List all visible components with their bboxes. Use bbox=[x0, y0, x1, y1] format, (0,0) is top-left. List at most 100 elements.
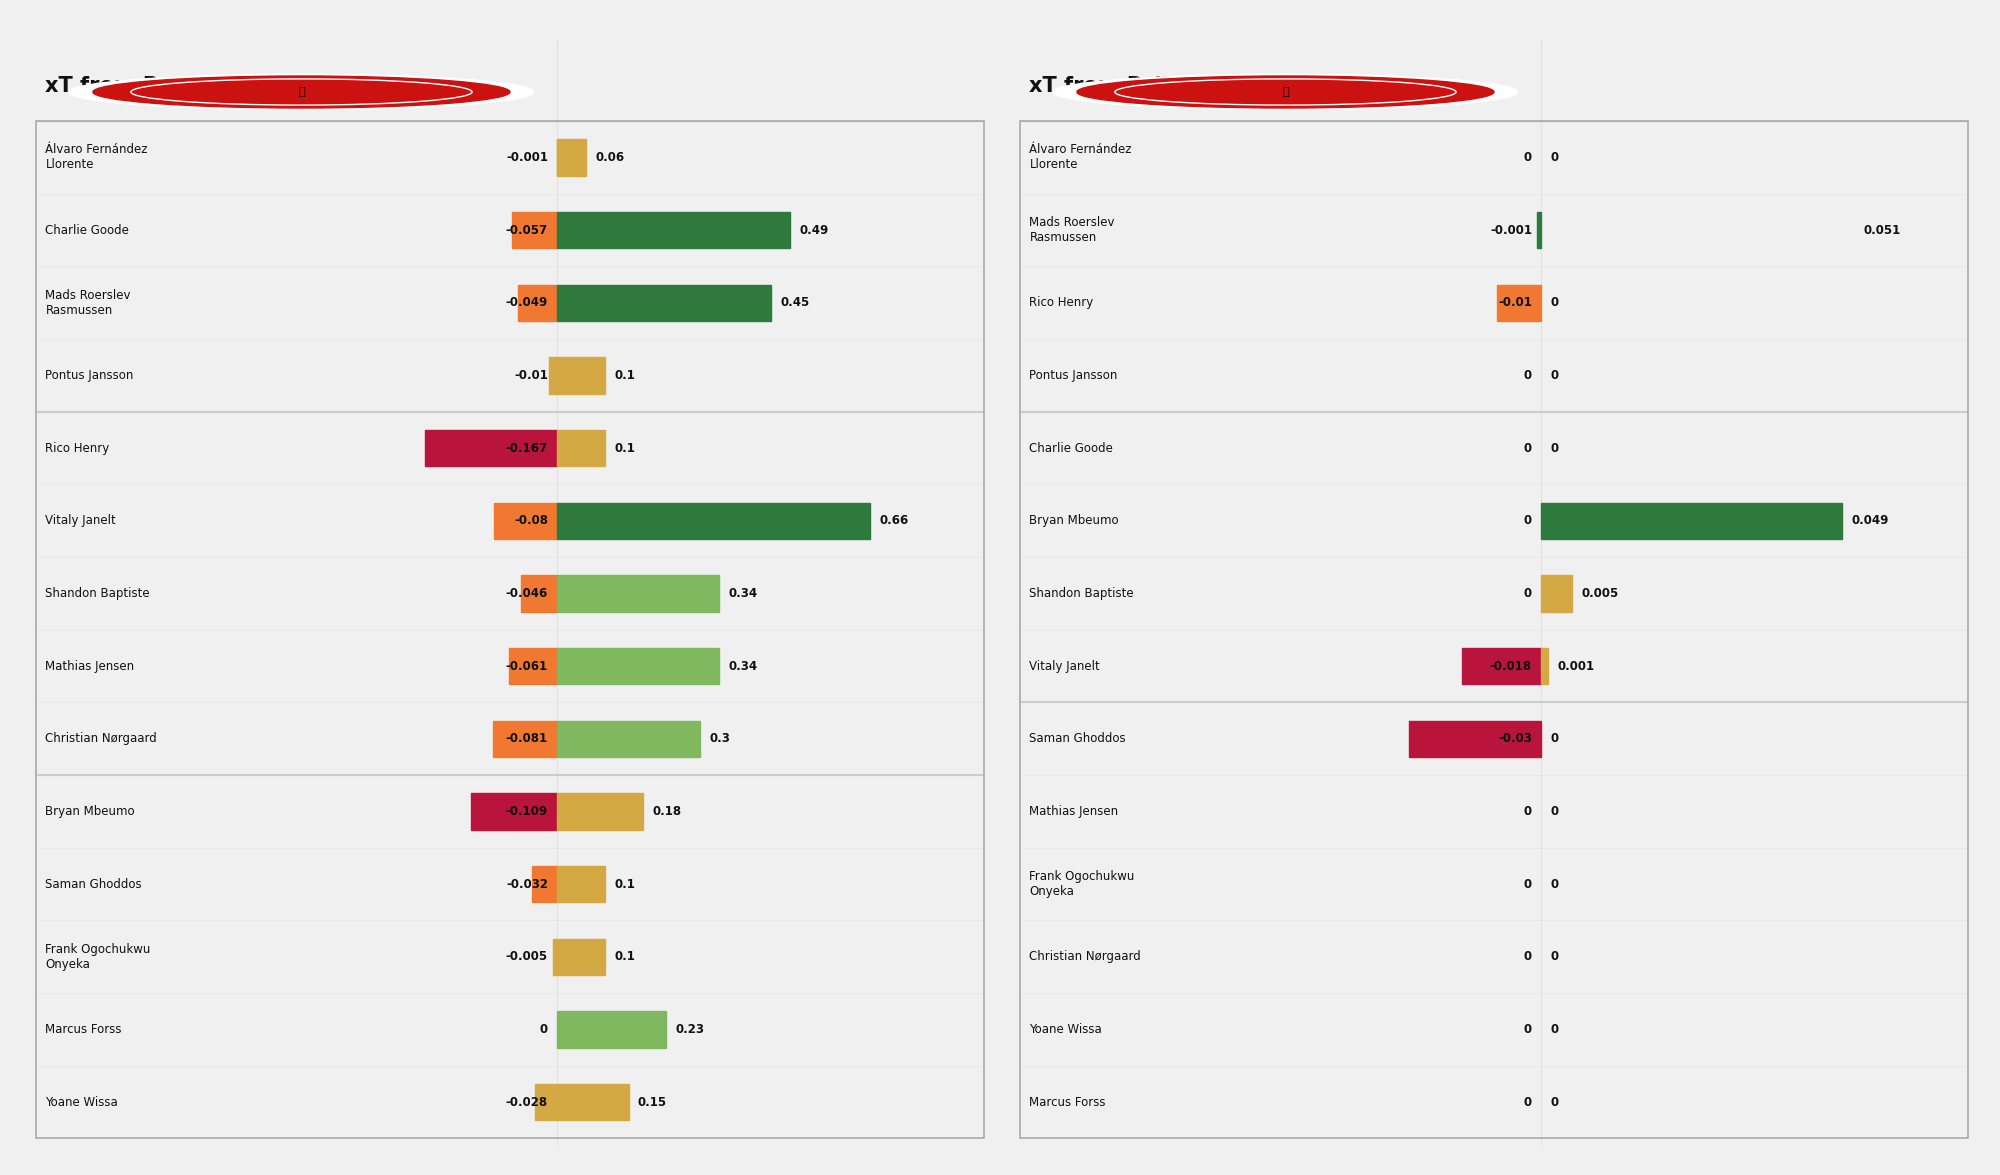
Text: 0: 0 bbox=[1550, 369, 1560, 382]
Text: Yoane Wissa: Yoane Wissa bbox=[1030, 1023, 1102, 1036]
Text: -0.061: -0.061 bbox=[506, 659, 548, 672]
Text: 0.34: 0.34 bbox=[728, 659, 758, 672]
Text: -0.109: -0.109 bbox=[506, 805, 548, 818]
Text: 0: 0 bbox=[1524, 1023, 1532, 1036]
Text: Frank Ogochukwu
Onyeka: Frank Ogochukwu Onyeka bbox=[46, 942, 150, 971]
Text: 0: 0 bbox=[1550, 442, 1560, 455]
Text: -0.028: -0.028 bbox=[506, 1095, 548, 1108]
Bar bbox=[1462, 647, 1542, 684]
Bar bbox=[558, 1012, 666, 1048]
Text: Christian Nørgaard: Christian Nørgaard bbox=[1030, 951, 1142, 963]
Text: Mathias Jensen: Mathias Jensen bbox=[46, 659, 134, 672]
Bar bbox=[558, 720, 700, 757]
Bar bbox=[1542, 647, 1548, 684]
Text: 0: 0 bbox=[1524, 442, 1532, 455]
Text: 0: 0 bbox=[1550, 296, 1560, 309]
Bar bbox=[558, 576, 718, 611]
Text: -0.001: -0.001 bbox=[1490, 223, 1532, 236]
Text: 0.23: 0.23 bbox=[676, 1023, 704, 1036]
Text: 0: 0 bbox=[1524, 878, 1532, 891]
Circle shape bbox=[1076, 76, 1494, 108]
Bar bbox=[508, 647, 558, 684]
Text: Mads Roerslev
Rasmussen: Mads Roerslev Rasmussen bbox=[46, 289, 130, 317]
Text: 0: 0 bbox=[1524, 515, 1532, 528]
Text: -0.001: -0.001 bbox=[506, 150, 548, 163]
Text: 0: 0 bbox=[1550, 805, 1560, 818]
Text: 0.1: 0.1 bbox=[614, 878, 636, 891]
Bar bbox=[494, 503, 558, 539]
Text: 0.1: 0.1 bbox=[614, 951, 636, 963]
Text: 0: 0 bbox=[1524, 805, 1532, 818]
Bar bbox=[494, 720, 558, 757]
Text: Christian Nørgaard: Christian Nørgaard bbox=[46, 732, 158, 745]
Text: 0.1: 0.1 bbox=[614, 442, 636, 455]
Bar bbox=[558, 503, 870, 539]
Text: Vitaly Janelt: Vitaly Janelt bbox=[1030, 659, 1100, 672]
Text: 0: 0 bbox=[1550, 150, 1560, 163]
Bar bbox=[558, 793, 642, 830]
Text: 0: 0 bbox=[1550, 951, 1560, 963]
Text: 0.001: 0.001 bbox=[1558, 659, 1594, 672]
Text: xT from Passes: xT from Passes bbox=[46, 75, 224, 95]
Bar bbox=[558, 866, 604, 902]
Text: Álvaro Fernández
Llorente: Álvaro Fernández Llorente bbox=[46, 143, 148, 172]
Text: Bryan Mbeumo: Bryan Mbeumo bbox=[46, 805, 136, 818]
Bar bbox=[1408, 720, 1542, 757]
Text: Charlie Goode: Charlie Goode bbox=[46, 223, 130, 236]
Circle shape bbox=[1054, 74, 1518, 109]
Text: 0.1: 0.1 bbox=[614, 369, 636, 382]
Text: Rico Henry: Rico Henry bbox=[46, 442, 110, 455]
Text: 0: 0 bbox=[1524, 1095, 1532, 1108]
Bar bbox=[550, 357, 558, 394]
Bar bbox=[1536, 212, 1542, 248]
Text: Pontus Jansson: Pontus Jansson bbox=[1030, 369, 1118, 382]
Text: 0: 0 bbox=[1524, 586, 1532, 600]
Circle shape bbox=[92, 76, 510, 108]
Text: 0.005: 0.005 bbox=[1582, 586, 1618, 600]
Text: 0: 0 bbox=[540, 1023, 548, 1036]
Bar bbox=[558, 212, 790, 248]
Text: -0.167: -0.167 bbox=[506, 442, 548, 455]
Text: 0.66: 0.66 bbox=[880, 515, 908, 528]
Text: 0: 0 bbox=[1524, 369, 1532, 382]
Text: Charlie Goode: Charlie Goode bbox=[1030, 442, 1114, 455]
Bar bbox=[532, 866, 558, 902]
Text: Mads Roerslev
Rasmussen: Mads Roerslev Rasmussen bbox=[1030, 216, 1114, 244]
Bar bbox=[518, 284, 558, 321]
Bar bbox=[1498, 284, 1542, 321]
Text: Saman Ghoddos: Saman Ghoddos bbox=[46, 878, 142, 891]
Text: 0: 0 bbox=[1550, 732, 1560, 745]
Text: Mathias Jensen: Mathias Jensen bbox=[1030, 805, 1118, 818]
Text: 0.051: 0.051 bbox=[1864, 223, 1900, 236]
Text: Pontus Jansson: Pontus Jansson bbox=[46, 369, 134, 382]
Text: Marcus Forss: Marcus Forss bbox=[46, 1023, 122, 1036]
Text: 0: 0 bbox=[1550, 878, 1560, 891]
Text: 🐝: 🐝 bbox=[1282, 87, 1288, 98]
Text: Saman Ghoddos: Saman Ghoddos bbox=[1030, 732, 1126, 745]
Text: -0.01: -0.01 bbox=[1498, 296, 1532, 309]
Text: Shandon Baptiste: Shandon Baptiste bbox=[1030, 586, 1134, 600]
Text: 0.15: 0.15 bbox=[638, 1095, 668, 1108]
Text: 🐝: 🐝 bbox=[298, 87, 304, 98]
Text: 0.18: 0.18 bbox=[652, 805, 682, 818]
Text: -0.032: -0.032 bbox=[506, 878, 548, 891]
Text: 0.34: 0.34 bbox=[728, 586, 758, 600]
Text: Bryan Mbeumo: Bryan Mbeumo bbox=[1030, 515, 1120, 528]
Text: xT from Dribbles: xT from Dribbles bbox=[1030, 75, 1226, 95]
Text: Yoane Wissa: Yoane Wissa bbox=[46, 1095, 118, 1108]
Text: -0.057: -0.057 bbox=[506, 223, 548, 236]
Text: 0: 0 bbox=[1550, 1023, 1560, 1036]
Text: 0.049: 0.049 bbox=[1852, 515, 1888, 528]
Text: -0.08: -0.08 bbox=[514, 515, 548, 528]
Bar bbox=[558, 139, 586, 175]
Bar bbox=[520, 576, 558, 611]
Text: -0.018: -0.018 bbox=[1490, 659, 1532, 672]
Bar bbox=[558, 647, 718, 684]
Text: Shandon Baptiste: Shandon Baptiste bbox=[46, 586, 150, 600]
Bar bbox=[1542, 503, 1842, 539]
Bar bbox=[558, 939, 604, 975]
Bar bbox=[558, 284, 770, 321]
Text: -0.081: -0.081 bbox=[506, 732, 548, 745]
Text: 0.3: 0.3 bbox=[710, 732, 730, 745]
Text: -0.01: -0.01 bbox=[514, 369, 548, 382]
